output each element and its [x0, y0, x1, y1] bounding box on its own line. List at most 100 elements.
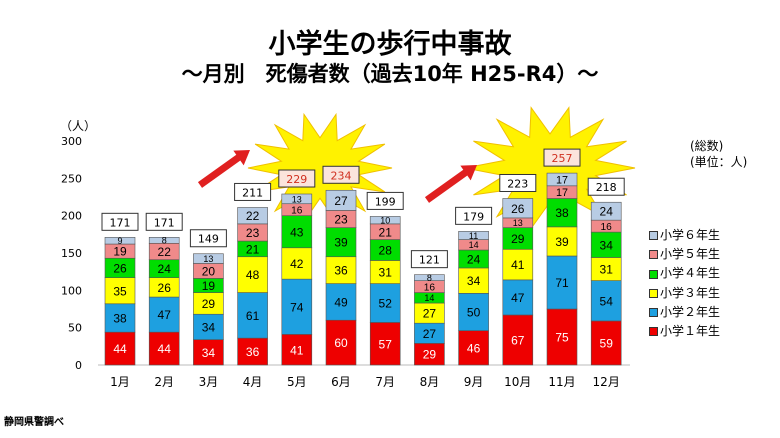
data-label: 54 — [600, 294, 614, 308]
bar-segment — [458, 231, 489, 240]
y-tick-label: 100 — [61, 284, 82, 297]
data-label: 39 — [555, 235, 569, 249]
y-tick-label: 0 — [75, 359, 82, 372]
data-label: 24 — [158, 262, 172, 276]
data-label: 16 — [424, 282, 436, 293]
data-label: 61 — [246, 309, 260, 323]
bar-segment — [546, 172, 578, 187]
y-tick-label: 50 — [68, 322, 82, 335]
data-label: 16 — [601, 222, 613, 233]
data-label: 22 — [246, 209, 260, 223]
data-label: 13 — [203, 254, 213, 264]
bar-segment — [325, 256, 357, 284]
x-tick-label: 3月 — [199, 375, 219, 389]
data-label: 36 — [246, 345, 260, 359]
data-label: 8 — [162, 236, 167, 246]
bar-segment — [104, 277, 136, 305]
data-label: 39 — [334, 236, 348, 250]
total-box — [587, 177, 625, 196]
data-label: 13 — [292, 194, 302, 204]
data-label: 34 — [202, 320, 216, 334]
total-label: 171 — [110, 216, 131, 229]
bar-segment — [369, 322, 401, 366]
data-label: 57 — [379, 337, 393, 351]
source-note: 静岡県警調べ — [4, 417, 64, 428]
data-label: 24 — [600, 205, 614, 219]
chart-subtitle: ～月別 死傷者数（過去10年 H25-R4）～ — [181, 62, 599, 86]
x-tick-label: 11月 — [548, 375, 575, 389]
x-tick-label: 10月 — [504, 375, 531, 389]
legend-item: 小学２年生 — [649, 303, 720, 322]
data-label: 14 — [469, 240, 479, 250]
legend-label: 小学１年生 — [660, 324, 721, 339]
data-label: 31 — [600, 263, 614, 277]
data-label: 29 — [202, 297, 216, 311]
data-label: 74 — [290, 300, 304, 314]
bar-segment — [193, 313, 224, 340]
x-tick-label: 1月 — [110, 375, 130, 389]
bar-segment — [237, 292, 268, 339]
legend: 小学６年生 小学５年生 小学４年生 小学３年生 小学２年生 小学１年生 — [649, 226, 720, 341]
bar-segment — [502, 198, 534, 219]
bar-segment — [590, 201, 622, 221]
bar-segment — [414, 274, 445, 281]
total-box — [410, 250, 448, 269]
data-label: 67 — [511, 334, 525, 348]
bar-segment — [590, 231, 622, 258]
bar-segment — [104, 303, 136, 333]
bar-segment — [281, 215, 313, 249]
total-box — [366, 191, 404, 210]
total-box — [455, 206, 493, 225]
chart-title: 小学生の歩行中事故 — [268, 29, 512, 60]
bar-segment — [237, 256, 268, 293]
total-box — [145, 212, 183, 231]
legend-label: 小学３年生 — [660, 285, 721, 300]
legend-swatch — [649, 231, 658, 241]
data-label: 48 — [246, 268, 260, 282]
bar-segment — [237, 207, 268, 225]
total-box — [322, 165, 360, 184]
total-label: 257 — [552, 152, 573, 165]
bar-segment — [546, 198, 578, 228]
data-label: 38 — [113, 312, 127, 326]
data-label: 38 — [555, 206, 569, 220]
data-label: 17 — [556, 175, 568, 187]
data-label: 35 — [113, 284, 127, 298]
data-label: 34 — [467, 274, 481, 288]
bar-segment — [369, 216, 401, 225]
x-tick-label: 7月 — [375, 375, 395, 389]
bar-segment — [546, 255, 578, 310]
legend-label: 小学４年生 — [660, 266, 721, 281]
x-tick-label: 6月 — [331, 375, 351, 389]
legend-swatch — [649, 327, 658, 337]
legend-item: 小学６年生 — [649, 226, 720, 245]
total-label: 229 — [286, 173, 307, 186]
bar-segment — [281, 278, 313, 335]
total-label: 234 — [331, 169, 352, 182]
trend-arrow-head — [233, 150, 250, 166]
data-label: 19 — [202, 279, 216, 293]
data-label: 42 — [290, 257, 304, 271]
data-label: 22 — [158, 245, 172, 259]
data-label: 23 — [334, 213, 348, 227]
data-label: 60 — [334, 336, 348, 350]
total-box — [101, 212, 139, 231]
data-label: 29 — [423, 348, 437, 362]
trend-arrow-shaft — [424, 167, 472, 203]
x-tick-label: 2月 — [154, 375, 174, 389]
bar-segment — [546, 308, 578, 366]
bar-segment — [369, 283, 401, 323]
data-label: 20 — [202, 264, 216, 278]
data-label: 27 — [423, 327, 437, 341]
legend-label: 小学２年生 — [660, 304, 721, 319]
bar-segment — [148, 237, 180, 244]
total-box — [499, 173, 537, 192]
bar-segment — [502, 248, 534, 281]
data-label: 16 — [291, 206, 303, 217]
data-label: 75 — [555, 331, 569, 345]
total-box — [543, 148, 581, 167]
data-label: 19 — [113, 245, 127, 259]
legend-item: 小学５年生 — [649, 245, 720, 264]
legend-item: 小学４年生 — [649, 264, 720, 283]
bar-segment — [104, 237, 136, 245]
